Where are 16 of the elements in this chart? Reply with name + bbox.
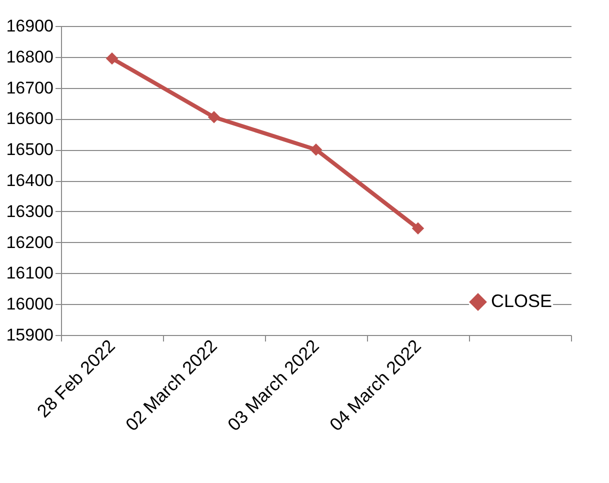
y-tick-label: 16200 [6,232,54,252]
y-tick-label: 15900 [6,326,54,344]
legend-label: CLOSE [491,291,552,311]
point [412,222,424,235]
y-tick-label: 16500 [6,140,54,160]
point [208,111,220,124]
y-tick-label: 16600 [6,109,54,128]
y-tick-label: 16100 [6,264,54,283]
y-tick-label: 16700 [6,78,54,98]
point [106,52,118,65]
y-tick-label: 16300 [6,202,54,221]
y-tick-label: 16800 [6,47,54,66]
y-tick-label: 16900 [6,16,54,36]
y-tick-label: 16400 [6,171,54,190]
point [310,143,322,156]
y-tick-label: 16000 [6,294,54,314]
